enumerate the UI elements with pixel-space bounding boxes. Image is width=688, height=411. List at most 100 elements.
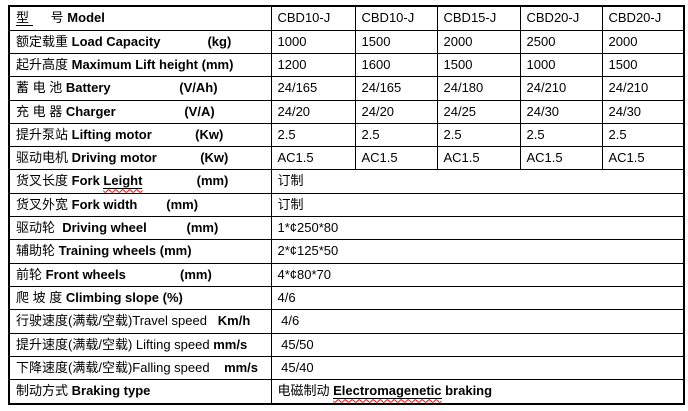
label-part: Leight: [103, 173, 143, 190]
cell-value: 2500: [519, 29, 603, 54]
cell-value: CBD10-J: [270, 5, 356, 31]
label-part: [147, 220, 187, 235]
label-part: 爬 坡 度: [16, 290, 66, 306]
label-part: [207, 313, 218, 328]
table-row: 蓄 电 池 Battery (V/Ah) 24/165 24/165 24/180 24…: [8, 76, 685, 101]
cell-value: 2.5: [436, 122, 521, 148]
label-part: [142, 173, 196, 188]
cell-value: 2.5: [601, 122, 685, 148]
cell-value: AC1.5: [519, 146, 603, 171]
cell-value-merged: 45/40: [270, 355, 685, 381]
row-label: 蓄 电 池 Battery (V/Ah): [8, 76, 272, 101]
label-part: 驱动轮: [16, 220, 63, 236]
row-label: 驱动电机 Driving motor (Kw): [8, 146, 272, 171]
label-part: 货叉长度: [16, 173, 72, 189]
label-part: [111, 80, 180, 95]
cell-value: 24/30: [601, 99, 685, 124]
cell-value: 24/30: [519, 99, 603, 124]
cell-value: 24/165: [354, 76, 438, 101]
label-part: mm/s: [224, 359, 259, 375]
cell-value: 1600: [354, 52, 438, 78]
table-row: 提升泵站 Lifting motor (Kw) 2.5 2.5 2.5 2.5 2.5: [8, 122, 685, 148]
label-part: 驱动电机: [16, 150, 72, 166]
label-part: Driving wheel: [62, 220, 147, 236]
cell-value-merged: 1*¢250*80: [270, 216, 685, 241]
label-part: 充 电 器: [16, 103, 66, 119]
label-part: 货叉外宽: [16, 196, 72, 212]
table-row: 驱动电机 Driving motor (Kw) AC1.5 AC1.5 AC1.5 AC…: [8, 146, 685, 171]
value-part: 订制: [277, 196, 304, 212]
label-part: Battery: [65, 80, 111, 96]
label-part: Load Capacity: [71, 33, 161, 49]
cell-value: 1000: [519, 52, 603, 78]
row-label: 行驶速度(满载/空载)Travel speed Km/h: [8, 309, 272, 334]
row-label: 提升速度(满载/空载) Lifting speed mm/s: [8, 332, 272, 357]
cell-value: 24/210: [519, 76, 603, 101]
row-label: 制动方式 Braking type: [8, 379, 272, 405]
cell-value: CBD10-J: [354, 5, 438, 31]
label-part: [137, 197, 166, 212]
row-label: 货叉外宽 Fork width (mm): [8, 192, 272, 218]
row-label: 爬 坡 度 Climbing slope (%): [8, 286, 272, 311]
cell-value: 24/210: [601, 76, 685, 101]
cell-value-merged: 45/50: [270, 332, 685, 357]
cell-value: AC1.5: [270, 146, 356, 171]
value-part: 45/50: [277, 336, 314, 352]
value-part: 订制: [277, 173, 304, 189]
table-row: 制动方式 Braking type 电磁制动 Electromagenetic b…: [8, 379, 685, 405]
label-part: Maximum Lift height (mm): [71, 56, 234, 72]
cell-value-merged: 4*¢80*70: [270, 262, 685, 288]
cell-value-merged: 2*¢125*50: [270, 239, 685, 264]
cell-value: 2.5: [270, 122, 356, 148]
value-part: braking: [441, 383, 493, 399]
spec-table-body: 型 号 Model CBD10-J CBD10-J CBD15-J CBD20-J CBD…: [8, 5, 685, 405]
label-part: [210, 360, 224, 375]
label-part: 起升高度: [16, 56, 72, 72]
label-part: (mm): [180, 266, 212, 282]
table-row: 前轮 Front wheels (mm) 4*¢80*70: [8, 262, 685, 288]
row-label: 提升泵站 Lifting motor (Kw): [8, 122, 272, 148]
cell-value: CBD20-J: [519, 5, 603, 31]
row-label: 型 号 Model: [8, 5, 272, 31]
table-row: 行驶速度(满载/空载)Travel speed Km/h 4/6: [8, 309, 685, 334]
label-part: Climbing slope (%): [65, 290, 183, 306]
value-part: Electromagenetic: [333, 383, 442, 400]
cell-value-merged: 4/6: [270, 286, 685, 311]
table-row: 提升速度(满载/空载) Lifting speed mm/s 45/50: [8, 332, 685, 357]
row-label: 货叉长度 Fork Leight (mm): [8, 169, 272, 194]
label-part: 行驶速度(满载/空载)Travel speed: [16, 313, 207, 329]
label-part: 提升泵站: [16, 126, 72, 142]
label-part: [116, 104, 185, 119]
cell-value-merged: 订制: [270, 192, 685, 218]
cell-value: 2.5: [519, 122, 603, 148]
table-row: 下降速度(满载/空载)Falling speed mm/s 45/40: [8, 355, 685, 381]
label-part: Fork width: [71, 196, 138, 212]
label-part: (mm): [186, 220, 219, 236]
table-row: 货叉长度 Fork Leight (mm) 订制: [8, 169, 685, 194]
label-part: (Kw): [195, 126, 224, 142]
value-part: 电磁制动: [277, 383, 334, 399]
label-part: 蓄 电 池: [16, 80, 66, 96]
label-part: Km/h: [217, 313, 251, 329]
label-part: [157, 150, 200, 165]
cell-value: 2000: [601, 29, 685, 54]
cell-value-merged: 订制: [270, 169, 685, 194]
label-part: [126, 267, 180, 282]
cell-value: AC1.5: [436, 146, 521, 171]
label-part: 前轮: [16, 266, 46, 282]
label-part: Braking type: [71, 383, 151, 399]
table-row: 充 电 器 Charger (V/A) 24/20 24/20 24/25 24/30 2…: [8, 99, 685, 124]
row-label: 起升高度 Maximum Lift height (mm): [8, 52, 272, 78]
label-part: 型: [16, 10, 33, 27]
cell-value: 1500: [354, 29, 438, 54]
row-label: 额定载重 Load Capacity (kg): [8, 29, 272, 54]
cell-value: AC1.5: [354, 146, 438, 171]
label-part: (Kw): [200, 150, 229, 166]
label-part: (V/A): [184, 103, 215, 119]
table-row: 货叉外宽 Fork width (mm) 订制: [8, 192, 685, 218]
label-part: Model: [67, 10, 105, 26]
row-label: 前轮 Front wheels (mm): [8, 262, 272, 288]
label-part: 提升速度(满载/空载) Lifting speed: [16, 336, 214, 352]
label-part: 下降速度(满载/空载)Falling speed: [16, 359, 210, 375]
spec-table: 型 号 Model CBD10-J CBD10-J CBD15-J CBD20-J CBD…: [8, 5, 685, 405]
